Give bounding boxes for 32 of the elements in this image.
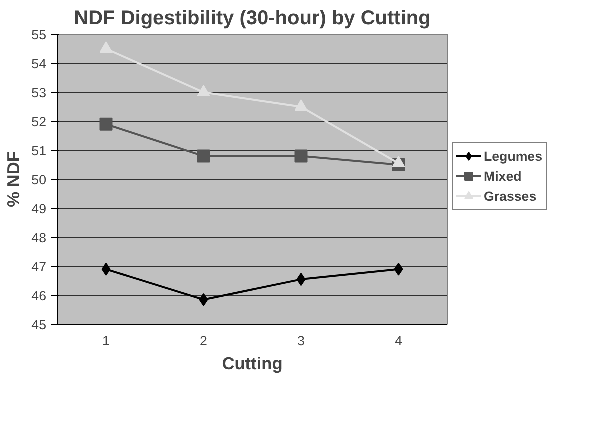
y-tick-label: 50 xyxy=(32,172,47,188)
x-tick-label: 1 xyxy=(102,334,110,348)
legend-label: Grasses xyxy=(484,188,537,204)
y-tick-label: 51 xyxy=(32,144,47,158)
y-tick-label: 47 xyxy=(32,260,47,274)
point xyxy=(294,150,308,163)
legend-label: Mixed xyxy=(484,168,522,184)
point xyxy=(100,118,113,131)
y-tick-label: 45 xyxy=(32,318,47,332)
point xyxy=(102,262,111,276)
point xyxy=(100,42,113,53)
y-tick-label: 52 xyxy=(32,114,47,130)
y-tick-label: 46 xyxy=(32,288,47,304)
y-tick-label: 55 xyxy=(32,28,47,42)
y-tick-label: 48 xyxy=(32,230,47,246)
y-tick-label: 49 xyxy=(32,202,47,216)
x-tick-label: 3 xyxy=(298,334,305,348)
y-tick-label: 54 xyxy=(32,56,48,72)
point xyxy=(294,100,308,111)
point xyxy=(296,273,306,286)
legend-label: Legumes xyxy=(484,148,543,164)
point xyxy=(392,156,406,168)
x-tick-label: 4 xyxy=(395,334,404,348)
point xyxy=(197,150,210,163)
point xyxy=(199,293,208,306)
point xyxy=(197,85,210,96)
y-tick-label: 53 xyxy=(32,86,47,100)
chart-title: NDF Digestibility (30-hour) by Cutting xyxy=(74,8,431,30)
x-tick-label: 2 xyxy=(200,334,208,348)
point xyxy=(394,262,404,276)
x-axis-title: Cutting xyxy=(222,354,283,374)
y-axis-title: % NDF xyxy=(4,152,24,208)
